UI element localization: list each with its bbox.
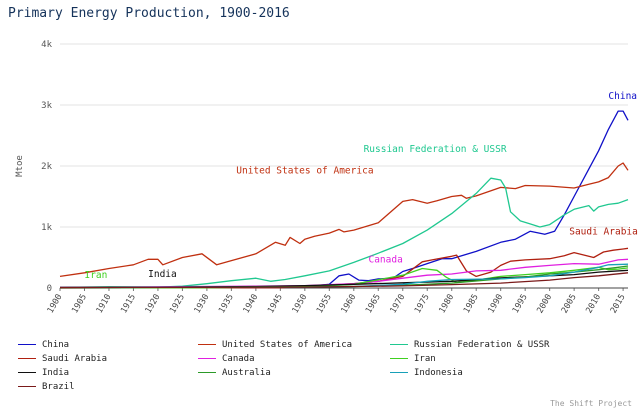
x-tick-label: 1930 <box>193 293 212 316</box>
legend-item: Indonesia <box>390 368 463 378</box>
chart-title: Primary Energy Production, 1900-2016 <box>8 6 290 21</box>
series-annotation: United States of America <box>236 165 373 176</box>
legend-label: Canada <box>222 354 255 364</box>
legend-item: Brazil <box>18 382 75 392</box>
x-tick-label: 1910 <box>95 293 114 316</box>
series-annotation: Canada <box>368 254 402 265</box>
legend-item: Canada <box>198 354 255 364</box>
legend-label: China <box>42 340 70 350</box>
x-tick-label: 1990 <box>486 293 505 316</box>
legend-swatch <box>198 358 216 359</box>
credit-text: The Shift Project <box>550 399 632 408</box>
legend-swatch <box>390 372 408 373</box>
series-lines <box>59 110 629 289</box>
legend-item: Iran <box>390 354 436 364</box>
x-tick-label: 2015 <box>609 293 628 316</box>
series-annotation: Russian Federation & USSR <box>364 144 507 155</box>
legend-label: Iran <box>414 354 436 364</box>
y-tick-label: 0 <box>47 284 52 294</box>
x-tick-label: 1965 <box>364 293 383 316</box>
x-tick-label: 1935 <box>217 293 236 316</box>
legend-label: Indonesia <box>414 368 463 378</box>
y-tick-label: 2k <box>41 162 52 172</box>
legend-label: United States of America <box>222 340 353 350</box>
legend-label: India <box>42 368 70 378</box>
series-annotation: China <box>608 91 637 102</box>
x-tick-label: 1980 <box>437 293 456 316</box>
series-annotation: Iran <box>84 270 107 281</box>
x-tick-label: 1915 <box>119 293 138 316</box>
x-tick-label: 2010 <box>584 293 603 316</box>
legend-item: Australia <box>198 368 271 378</box>
series-annotation: India <box>148 269 177 280</box>
legend-label: Australia <box>222 368 271 378</box>
series-line-saudi-arabia <box>59 247 629 289</box>
series-annotation: Saudi Arabia <box>569 226 638 237</box>
legend-swatch <box>390 358 408 359</box>
x-tick-label: 1975 <box>413 293 432 316</box>
x-tick-label: 1940 <box>242 293 261 316</box>
x-tick-label: 1970 <box>388 293 407 316</box>
x-tick-label: 1955 <box>315 293 334 316</box>
legend-label: Russian Federation & USSR <box>414 340 550 350</box>
y-tick-label: 3k <box>41 101 52 111</box>
series-annotations: China Russian Federation & USSR United Sta… <box>84 91 637 281</box>
x-tick-label: 1950 <box>291 293 310 316</box>
x-tick-label: 1945 <box>266 293 285 316</box>
legend-item: Saudi Arabia <box>18 354 107 364</box>
x-tick-label: 1985 <box>462 293 481 316</box>
legend-swatch <box>18 372 36 373</box>
x-tick-label: 1995 <box>511 293 530 316</box>
legend-label: Saudi Arabia <box>42 354 108 364</box>
legend-swatch <box>198 344 216 345</box>
x-tick-label: 2005 <box>560 293 579 316</box>
series-line-russian-federation-ussr <box>59 177 629 289</box>
legend-label: Brazil <box>42 382 75 392</box>
line-chart: 0 1k 2k 3k 4k 1900 1905 1910 1915 1920 1925 1930 193… <box>15 40 638 316</box>
legend-swatch <box>198 372 216 373</box>
legend-item: Russian Federation & USSR <box>390 340 549 350</box>
legend-swatch <box>18 344 36 345</box>
x-tick-label: 1905 <box>70 293 89 316</box>
y-tick-label: 1k <box>41 223 52 233</box>
y-axis-label: Mtoe <box>15 155 25 177</box>
x-tick-label: 1960 <box>339 293 358 316</box>
legend-item: China <box>18 340 69 350</box>
series-line-china <box>59 110 629 289</box>
legend-swatch <box>18 386 36 387</box>
x-tick-label: 1920 <box>144 293 163 316</box>
legend-item: India <box>18 368 69 378</box>
x-tick-label: 2000 <box>535 293 554 316</box>
y-tick-label: 4k <box>41 40 52 50</box>
series-line-united-states-of-america <box>59 162 629 278</box>
series-line-brazil <box>59 272 629 289</box>
legend-swatch <box>390 344 408 345</box>
x-tick-label: 1900 <box>46 293 65 316</box>
x-tick-label: 1925 <box>168 293 187 316</box>
legend-item: United States of America <box>198 340 352 350</box>
legend-swatch <box>18 358 36 359</box>
